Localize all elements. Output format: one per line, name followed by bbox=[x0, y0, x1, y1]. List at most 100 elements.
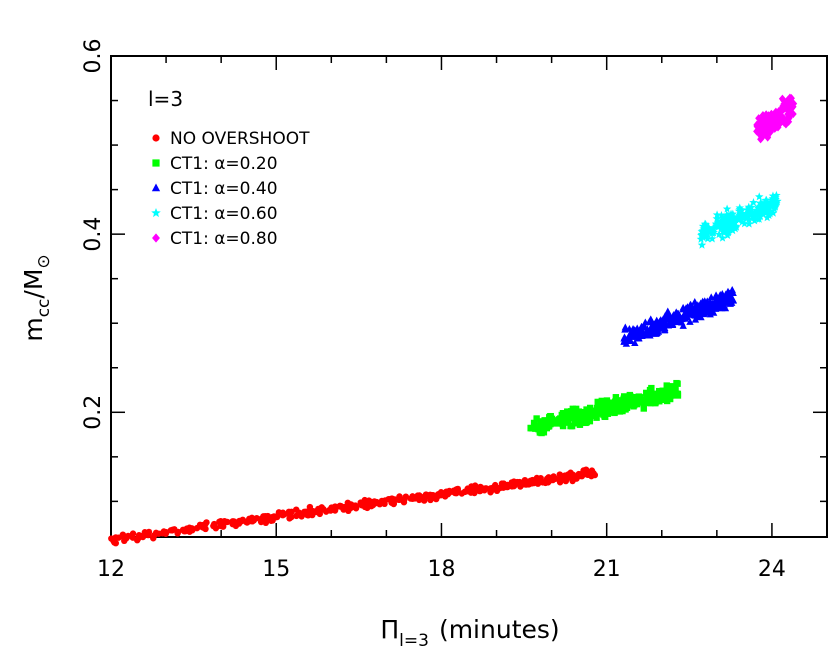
data-point bbox=[648, 320, 657, 328]
data-point bbox=[722, 204, 732, 213]
data-point bbox=[672, 383, 679, 390]
data-point bbox=[151, 532, 158, 539]
data-point bbox=[673, 379, 680, 387]
data-point bbox=[635, 393, 643, 400]
y-axis-sub2: ⊙ bbox=[34, 254, 54, 268]
data-point bbox=[396, 496, 403, 504]
data-point bbox=[704, 224, 714, 233]
data-point bbox=[586, 417, 594, 425]
data-point bbox=[649, 328, 657, 336]
data-point bbox=[658, 388, 665, 395]
series-3 bbox=[696, 190, 782, 249]
data-point bbox=[743, 205, 752, 214]
data-point bbox=[580, 414, 588, 422]
data-point bbox=[400, 499, 408, 506]
series-4 bbox=[753, 93, 798, 144]
data-point bbox=[718, 222, 728, 231]
data-point bbox=[533, 415, 540, 422]
x-axis-symbol: Π bbox=[380, 615, 399, 644]
data-point bbox=[594, 404, 601, 412]
legend-label: NO OVERSHOOT bbox=[170, 129, 310, 149]
data-point bbox=[135, 532, 143, 539]
data-point bbox=[557, 415, 564, 422]
data-point bbox=[539, 479, 547, 486]
legend: NO OVERSHOOT CT1: α=0.20 CT1: α=0.40 CT1: α… bbox=[151, 129, 310, 249]
data-point bbox=[706, 310, 714, 318]
data-point bbox=[108, 535, 115, 542]
data-point bbox=[762, 198, 772, 207]
legend-marker bbox=[151, 183, 161, 192]
data-point bbox=[566, 414, 573, 422]
data-point bbox=[235, 520, 243, 527]
legend-marker bbox=[152, 233, 160, 243]
data-point bbox=[631, 339, 639, 347]
data-point bbox=[464, 487, 471, 495]
data-point bbox=[704, 227, 713, 236]
data-point bbox=[624, 334, 632, 341]
data-point bbox=[768, 197, 778, 206]
data-point bbox=[571, 417, 579, 424]
x-tick-label: 24 bbox=[758, 557, 786, 582]
data-point bbox=[594, 398, 601, 406]
data-point bbox=[141, 532, 148, 539]
data-point bbox=[641, 318, 650, 326]
data-point bbox=[619, 407, 626, 415]
data-point bbox=[120, 532, 127, 540]
data-point bbox=[716, 216, 726, 225]
data-point bbox=[527, 424, 534, 432]
data-point bbox=[742, 210, 752, 219]
data-point bbox=[709, 224, 719, 233]
data-point bbox=[552, 420, 560, 427]
data-point bbox=[758, 131, 766, 140]
data-point bbox=[379, 498, 386, 505]
data-point bbox=[667, 314, 675, 321]
data-point bbox=[543, 424, 550, 432]
data-point bbox=[536, 429, 544, 436]
data-point bbox=[337, 503, 345, 510]
data-point bbox=[654, 327, 663, 335]
data-point bbox=[586, 404, 594, 412]
data-point bbox=[723, 211, 733, 220]
data-point bbox=[768, 191, 778, 200]
data-point bbox=[586, 411, 593, 418]
data-point bbox=[712, 210, 722, 219]
data-point bbox=[661, 394, 668, 401]
y-axis-label: mcc/M⊙ bbox=[19, 254, 54, 341]
data-point bbox=[714, 218, 723, 227]
data-point bbox=[416, 492, 423, 499]
series-2 bbox=[620, 285, 737, 347]
data-point bbox=[630, 403, 637, 410]
data-point bbox=[437, 491, 444, 498]
data-point bbox=[753, 208, 763, 217]
data-point bbox=[691, 315, 700, 323]
data-point bbox=[759, 111, 767, 120]
legend-marker bbox=[151, 207, 161, 218]
data-point bbox=[735, 211, 744, 220]
data-point bbox=[359, 502, 366, 509]
data-point bbox=[697, 303, 706, 311]
data-point bbox=[160, 528, 168, 535]
data-points bbox=[108, 93, 798, 547]
data-point bbox=[542, 419, 550, 426]
data-point bbox=[640, 405, 647, 412]
y-axis-mid: /M bbox=[19, 269, 48, 299]
data-point bbox=[714, 229, 724, 239]
data-point bbox=[771, 195, 780, 204]
data-point bbox=[744, 202, 754, 211]
data-point bbox=[753, 127, 761, 136]
data-point bbox=[229, 520, 236, 528]
data-point bbox=[533, 474, 541, 482]
data-point bbox=[572, 405, 580, 413]
plot-frame bbox=[110, 55, 828, 538]
data-point bbox=[390, 500, 397, 508]
data-point bbox=[772, 190, 781, 199]
x-axis-label: Πl=3 (minutes) bbox=[380, 615, 559, 648]
data-point bbox=[603, 397, 611, 404]
data-point bbox=[492, 481, 499, 489]
data-point bbox=[285, 508, 293, 516]
data-point bbox=[748, 208, 758, 217]
x-axis-subscript: l=3 bbox=[399, 631, 429, 648]
data-point bbox=[682, 304, 690, 312]
data-point bbox=[480, 485, 488, 492]
data-point bbox=[250, 516, 258, 524]
